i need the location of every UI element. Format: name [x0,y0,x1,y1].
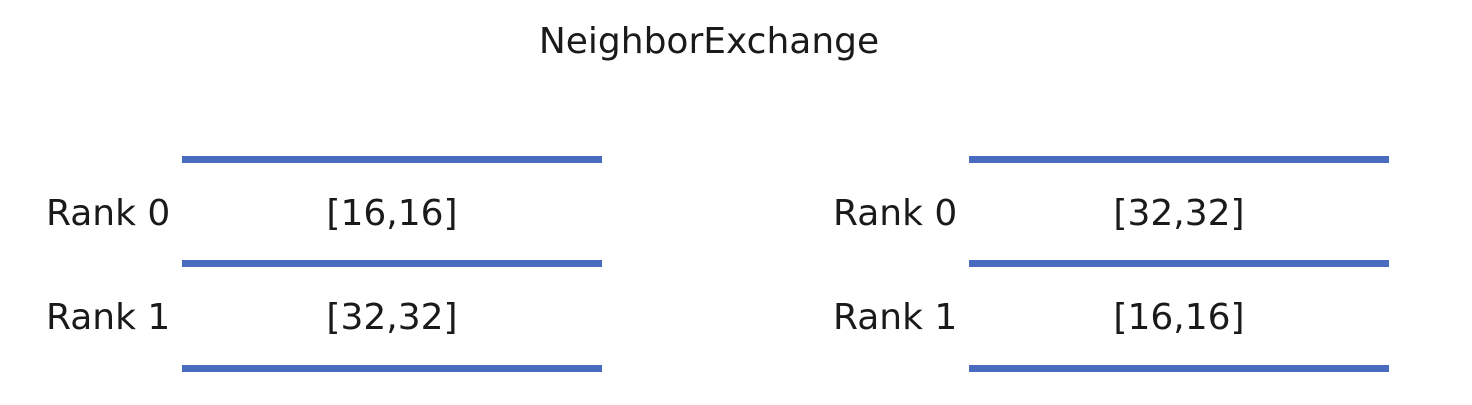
right-rank-0-value: [32,32] [1113,193,1245,234]
right-bottom-rule [969,365,1389,372]
right-top-rule [969,156,1389,163]
right-middle-rule [969,260,1389,267]
left-top-rule [182,156,602,163]
left-rank-1-value: [32,32] [326,297,458,338]
left-bottom-rule [182,365,602,372]
right-rank-1-value: [16,16] [1113,297,1245,338]
left-rank-0-value: [16,16] [326,193,458,234]
left-middle-rule [182,260,602,267]
left-table: [16,16] [32,32] [182,0,602,405]
right-rank-0-label: Rank 0 [833,193,958,234]
right-table: [32,32] [16,16] [969,0,1389,405]
left-rank-1-label: Rank 1 [46,297,171,338]
right-rank-1-label: Rank 1 [833,297,958,338]
left-rank-0-label: Rank 0 [46,193,171,234]
diagram-title: NeighborExchange [538,21,880,62]
